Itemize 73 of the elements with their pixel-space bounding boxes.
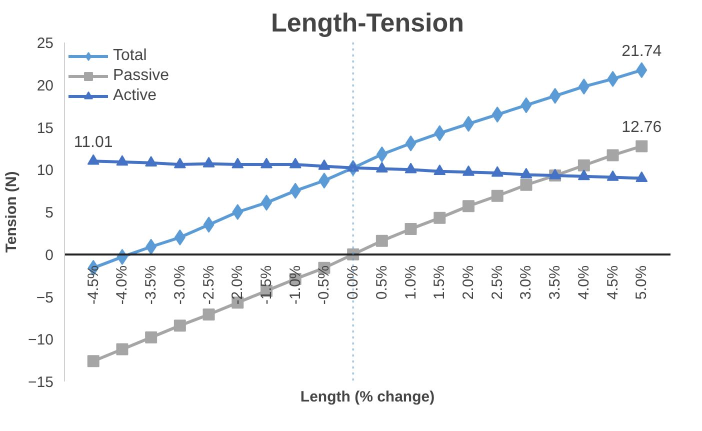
point [636,171,648,182]
x-tick-label: 0.5% [373,265,390,300]
point [232,158,244,168]
legend-label: Passive [113,67,170,85]
x-tick-label: 2.0% [460,265,477,300]
point [404,162,417,174]
point [174,320,186,332]
point [116,155,128,166]
point [318,159,330,170]
point [606,170,619,181]
point [404,222,417,235]
point [174,158,186,168]
point [376,162,388,172]
point [491,190,504,202]
x-tick-label: 2.5% [488,265,506,300]
point [578,159,590,172]
point [232,204,244,220]
x-tick-label: -4.0% [114,265,131,305]
x-tick-label: 0.0% [344,265,362,300]
point [145,331,158,344]
x-tick-label: -3.0% [171,265,188,305]
legend-label: Active [113,87,157,105]
y-tick-label: 5 [45,204,54,222]
x-tick-label: 1.5% [431,265,448,300]
y-tick-label: −10 [28,332,54,349]
point [462,200,474,212]
point [376,234,388,247]
x-tick-label: -3.5% [142,265,160,305]
point [606,149,619,162]
point [202,308,215,321]
x-tick-label: -0.5% [316,265,333,305]
x-tick-label: 3.0% [518,265,535,300]
x-tick-label: -1.0% [286,265,304,305]
point [434,212,446,224]
point [145,156,158,167]
y-tick-label: −15 [28,374,54,391]
y-axis-title: Tension (N) [3,171,20,253]
x-tick-label: 4.5% [604,265,622,300]
point [462,165,474,176]
point [549,168,562,180]
point [347,161,360,172]
point [116,343,128,356]
x-tick-label: -2.5% [200,265,218,305]
y-tick-label: 20 [36,77,54,94]
chart-title: Length-Tension [270,8,464,38]
point [260,158,272,168]
annotation: 12.76 [622,119,662,136]
x-tick-label: 3.5% [546,265,564,300]
point [434,164,446,175]
y-tick-label: 25 [36,35,54,52]
point [87,355,100,368]
x-tick-label: 1.0% [402,265,420,300]
x-tick-label: -2.0% [229,265,246,305]
y-tick-label: 0 [45,246,54,264]
y-tick-label: −5 [36,289,54,306]
point [520,178,532,191]
x-tick-label: 5.0% [633,265,650,300]
x-axis-title: Length (% change) [300,388,435,406]
y-tick-label: 10 [36,162,54,180]
x-tick-label: -4.5% [84,265,102,305]
legend-label: Total [113,47,147,65]
point [87,154,100,165]
point [202,156,215,168]
x-tick-label: -1.5% [258,265,275,305]
point [289,158,302,168]
point [491,166,504,177]
point [636,140,648,152]
point [520,168,532,178]
point [578,170,590,180]
annotation: 21.74 [622,43,662,60]
annotation: 11.01 [74,134,113,152]
x-tick-label: 4.0% [575,265,592,300]
y-tick-label: 15 [36,120,54,137]
